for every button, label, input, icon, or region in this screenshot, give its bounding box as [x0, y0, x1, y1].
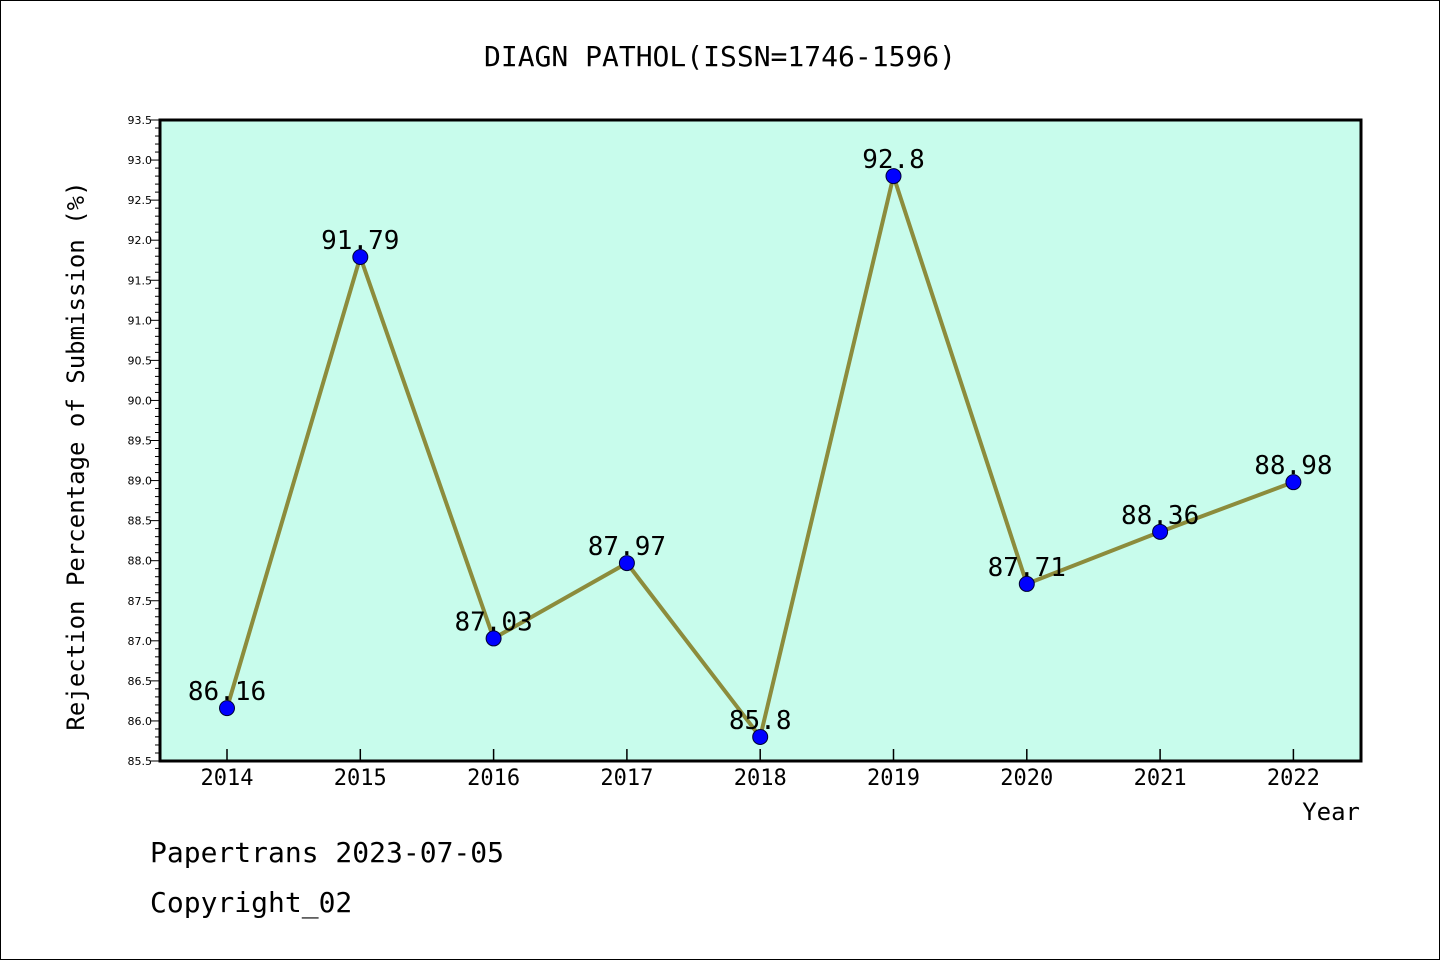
y-tick-label: 88.0 — [128, 555, 153, 568]
x-axis: 2014 2015 2016 2017 2018 2019 2020 2021 2022 — [201, 749, 1320, 791]
y-axis: 85.5 86.0 86.5 87.0 87.5 88.0 88.5 89.0 89.5 90.0… — [128, 114, 160, 768]
y-tick-label: 91.5 — [128, 274, 153, 287]
footer-date-line: Papertrans 2023-07-05 — [150, 836, 505, 869]
y-tick-label: 85.5 — [128, 755, 153, 768]
data-point — [352, 249, 369, 266]
data-point — [1152, 523, 1169, 540]
y-tick-label: 92.0 — [128, 234, 153, 247]
y-tick-label: 91.0 — [128, 314, 153, 327]
y-tick-label: 92.5 — [128, 194, 153, 207]
y-tick-label: 90.0 — [128, 394, 153, 407]
y-tick-label: 86.0 — [128, 715, 153, 728]
x-tick-label: 2014 — [201, 766, 254, 791]
x-tick-label: 2022 — [1267, 766, 1320, 791]
y-tick-label: 88.5 — [128, 515, 153, 528]
y-tick-label: 89.5 — [128, 435, 153, 448]
data-point — [752, 728, 769, 745]
y-tick-label: 93.0 — [128, 154, 153, 167]
x-axis-label: Year — [1302, 798, 1360, 826]
data-point — [1018, 575, 1035, 592]
x-tick-label: 2020 — [1000, 766, 1053, 791]
x-tick-label: 2019 — [867, 766, 920, 791]
data-point — [618, 555, 635, 572]
y-tick-label: 93.5 — [128, 114, 153, 127]
data-point — [219, 700, 235, 717]
data-point — [485, 630, 502, 647]
y-tick-label: 87.5 — [128, 595, 153, 608]
data-point — [1285, 474, 1302, 491]
x-tick-label: 2015 — [334, 766, 387, 791]
y-tick-label: 86.5 — [128, 675, 153, 688]
x-tick-label: 2016 — [467, 766, 520, 791]
series-group: 86.1691.7987.0387.9785.892.887.7188.3688… — [188, 145, 1333, 745]
plot-area — [158, 118, 1363, 763]
chart-title: DIAGN PATHOL(ISSN=1746-1596) — [484, 40, 956, 73]
y-tick-label: 90.5 — [128, 354, 153, 367]
y-tick-label: 89.0 — [128, 475, 153, 488]
x-tick-label: 2021 — [1134, 766, 1187, 791]
y-axis-label: Rejection Percentage of Submission (%) — [62, 181, 90, 730]
data-point — [885, 168, 902, 185]
footer-copyright-line: Copyright_02 — [150, 886, 353, 919]
y-tick-label: 87.0 — [128, 635, 153, 648]
x-tick-label: 2017 — [600, 766, 653, 791]
x-tick-label: 2018 — [734, 766, 787, 791]
